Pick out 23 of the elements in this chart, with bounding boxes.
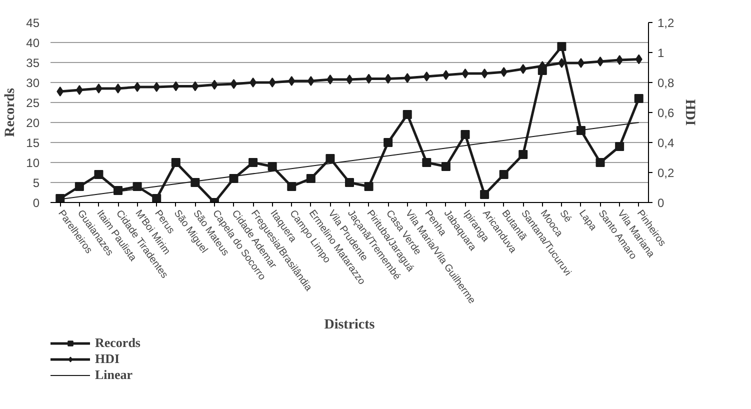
y-tick-label: 45 [26,16,40,30]
legend-label: Records [95,335,140,351]
y2-tick-label: 0,8 [658,76,675,90]
x-axis-title: Districts [324,317,376,332]
y-tick-label: 40 [26,36,40,50]
y-tick-label: 30 [26,76,40,90]
y2-tick-label: 1 [658,46,664,60]
y-tick-label: 20 [26,116,40,130]
legend-label: HDI [95,351,120,367]
y-tick-label: 15 [26,136,40,150]
y2-axis-title: HDI [682,99,698,126]
y2-tick-label: 1,2 [658,16,675,30]
y2-tick-label: 0,6 [658,106,675,120]
y-tick-label: 25 [26,96,40,110]
y-axis-title: Records [3,87,18,137]
y-tick-label: 35 [26,56,40,70]
y-tick-label: 0 [32,196,40,210]
y2-tick-label: 0 [658,196,664,210]
y-tick-label: 10 [26,156,40,170]
legend-label: Linear [95,367,133,383]
y2-tick-label: 0,2 [658,166,675,180]
y-tick-label: 5 [32,176,40,190]
y2-tick-label: 0,4 [658,136,675,150]
